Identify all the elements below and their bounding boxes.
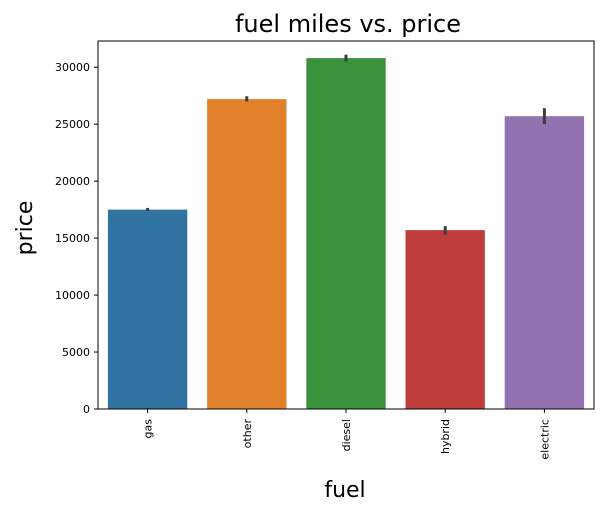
x-axis-label: fuel — [324, 478, 365, 503]
y-axis-label: price — [13, 201, 38, 256]
plot-area: gas other diesel hybrid electric 0 5000 10000 15… — [55, 40, 595, 460]
y-tick-label: 25000 — [55, 118, 90, 131]
bar-hybrid — [405, 230, 485, 409]
y-tick-label: 30000 — [55, 61, 90, 74]
bar-electric — [504, 116, 585, 410]
chart-title: fuel miles vs. price — [235, 10, 461, 38]
x-tick-label: electric — [538, 419, 551, 460]
y-tick-label: 20000 — [55, 175, 90, 188]
x-tick-label: hybrid — [439, 419, 452, 454]
bar-gas — [107, 209, 188, 409]
plot-frame — [97, 40, 595, 410]
y-tick-label: 15000 — [55, 232, 90, 245]
x-tick-label: gas — [142, 419, 155, 439]
x-tick-label: diesel — [340, 419, 353, 451]
y-tick-label: 0 — [83, 403, 90, 416]
y-tick-label: 5000 — [62, 346, 90, 359]
bar-diesel — [306, 58, 386, 409]
bar-other — [207, 99, 287, 410]
x-tick-label: other — [241, 419, 254, 449]
y-tick-label: 10000 — [55, 289, 90, 302]
